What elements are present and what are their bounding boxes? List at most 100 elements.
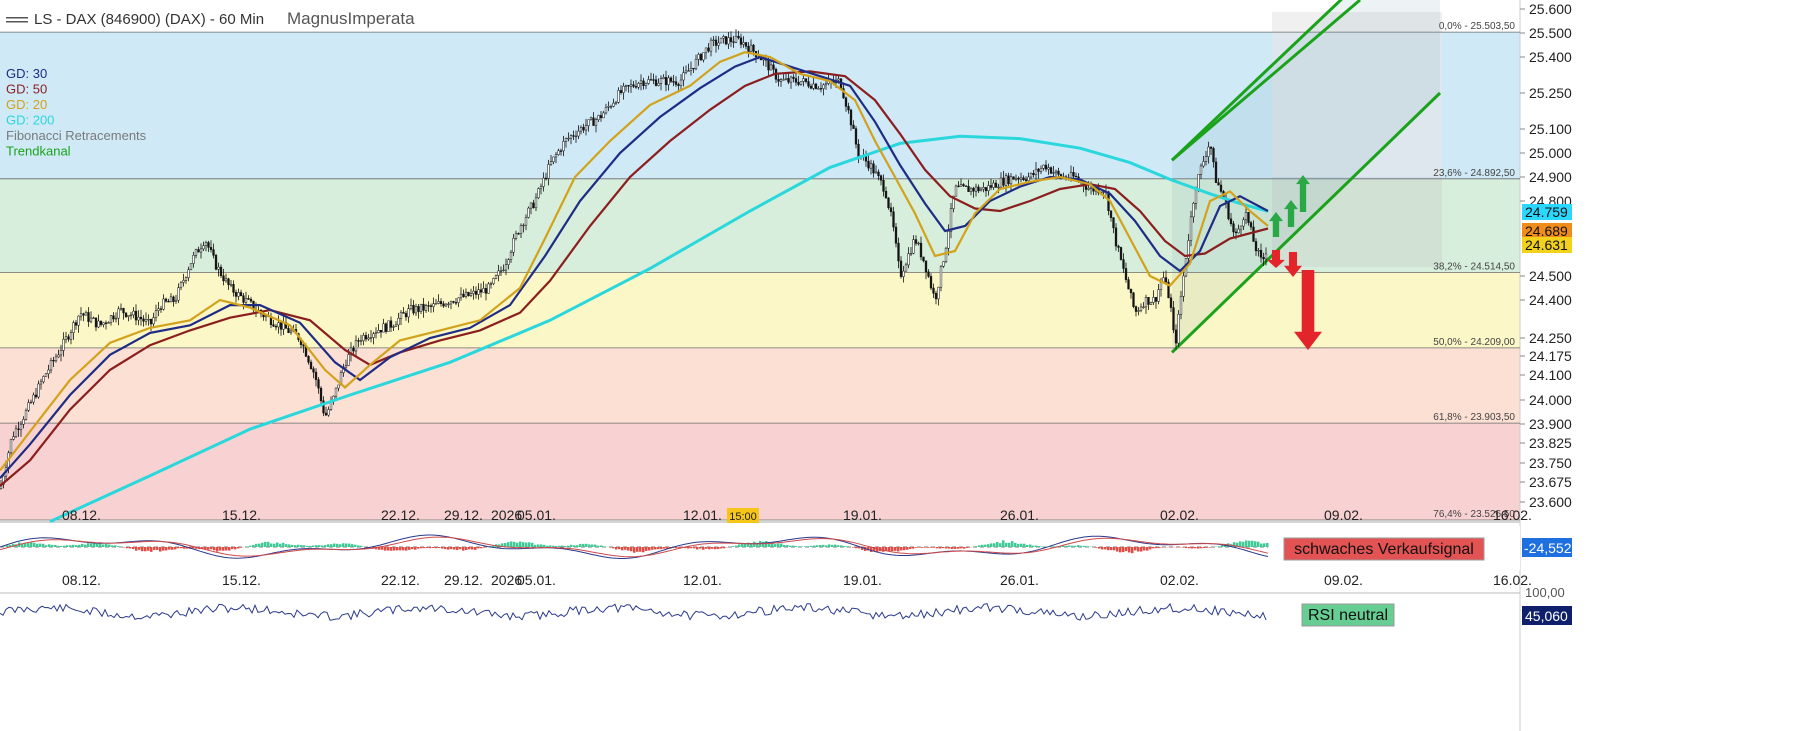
macd-bar [333,543,336,547]
candle-body [677,84,680,86]
candle-body [1257,250,1260,252]
candle-body [619,90,623,93]
macd-bar [1134,547,1137,551]
macd-bar [837,545,840,547]
y-tick-label: 24.500 [1529,268,1572,284]
macd-bar [441,547,444,549]
candle-body [327,409,330,416]
candle-body [937,286,940,300]
candle-body [1022,177,1025,180]
candle-body [334,387,338,397]
macd-bar [834,544,837,547]
candle-body [507,259,510,265]
macd-bar [870,547,873,552]
candle-body [449,301,453,305]
macd-bar [237,547,240,549]
macd-bar [264,541,267,547]
macd-bar [732,546,735,547]
macd-bar [684,547,687,549]
candle-body [104,322,108,324]
macd-bar [66,545,69,547]
x-tick-label: 26.01. [1000,507,1039,523]
candle-body [374,332,378,334]
candle-body [972,187,975,192]
macd-bar [600,545,603,547]
macd-bar [990,543,993,547]
candle-body [357,340,360,342]
macd-bar [1185,547,1188,549]
candle-body [919,242,923,258]
chart-author: MagnusImperata [287,9,415,28]
candle-body [482,288,485,293]
macd-bar [408,547,411,550]
macd-bar [804,546,807,547]
macd-bar [1254,541,1257,547]
macd-bar [711,547,714,549]
macd-bar [159,547,162,552]
chart-header: LS - DAX (846900) (DAX) - 60 Min MagnusI… [6,9,415,28]
candle-body [822,84,825,89]
macd-bar [165,547,168,551]
x-tick-label: 15.12. [222,507,261,523]
candle-body [579,126,583,132]
candle-body [392,326,395,328]
macd-bar [894,547,897,551]
macd-bar [963,547,966,549]
macd-bar [519,541,522,547]
candle-body [422,303,425,311]
candle-body [27,402,30,411]
macd-bar [930,547,933,548]
macd-bar [615,547,618,550]
macd-bar [384,547,387,551]
macd-bar [573,545,576,547]
candle-body [659,78,663,84]
candle-body [804,78,808,82]
candle-body [807,81,810,87]
candle-body [402,312,405,314]
candle-body [1214,161,1218,183]
candle-body [1259,250,1263,258]
candle-body [384,323,388,332]
candle-body [179,282,183,288]
candle-body [244,298,248,303]
macd-bar [951,547,954,550]
candle-body [154,310,158,318]
macd-bar [342,543,345,547]
macd-bar [1233,542,1236,547]
candle-body [729,37,733,42]
candle-body [92,317,95,319]
price-tag-bg [1522,204,1572,220]
candle-body [789,76,793,83]
macd-bar [45,545,48,547]
macd-bar [1149,547,1152,550]
macd-bar [891,547,894,552]
macd-bar [192,547,195,549]
candle-body [1139,306,1143,311]
buy-arrow-small [1269,212,1283,237]
candle-body [564,138,568,142]
candle-body [1207,146,1210,157]
macd-bar [579,543,582,547]
macd-bar [231,547,234,550]
candle-body [127,315,130,317]
macd-bar [12,544,15,547]
candle-body [1047,167,1050,170]
macd-bar [213,547,216,551]
y-tick-label: 25.400 [1529,49,1572,65]
y-tick-label: 25.000 [1529,145,1572,161]
candle-body [872,163,875,174]
candle-body [999,177,1003,188]
candle-body [739,37,743,45]
macd-bar [72,544,75,547]
candle-body [942,261,945,267]
candle-body [824,83,828,86]
candle-body [699,54,703,61]
macd-bar [141,547,144,552]
ma20-line [0,51,1269,472]
candle-body [444,303,448,307]
macd-bar [429,547,432,549]
candle-body [512,237,515,253]
macd-bar [195,547,198,549]
macd-x-tick-label: 22.12. [381,572,420,588]
